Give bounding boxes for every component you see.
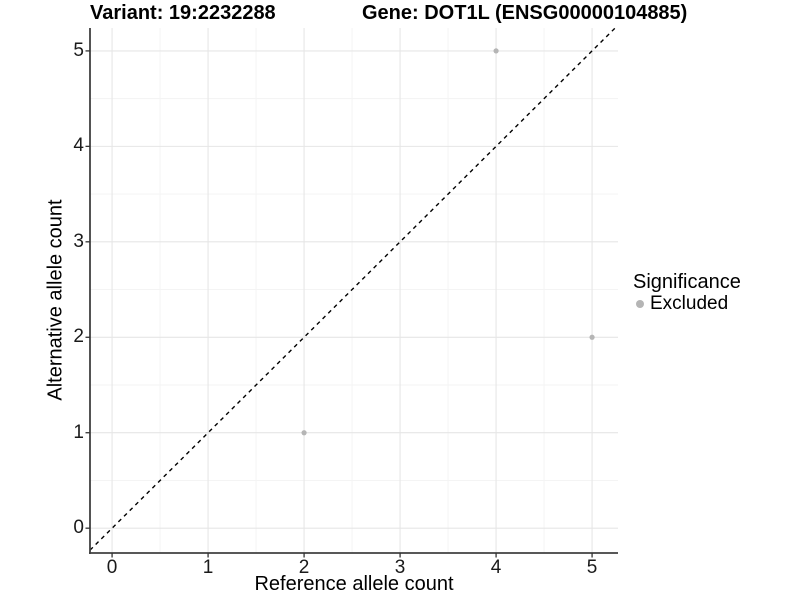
x-axis-title: Reference allele count — [254, 573, 454, 595]
identity-line — [89, 27, 616, 551]
data-point — [493, 48, 499, 54]
y-tick-label: 2 — [73, 326, 84, 348]
legend-title: Significance — [633, 271, 741, 293]
gene-title: Gene: DOT1L (ENSG00000104885) — [362, 2, 688, 24]
y-tick-label: 1 — [73, 421, 84, 443]
legend-item-label: Excluded — [650, 293, 729, 314]
legend-key-dot-icon — [636, 300, 644, 308]
x-tick-label: 2 — [298, 557, 310, 578]
data-point — [301, 430, 307, 436]
x-tick-label: 4 — [490, 557, 502, 578]
x-tick-label: 1 — [202, 557, 214, 578]
y-tick-label: 0 — [73, 517, 84, 539]
y-tick-label: 4 — [73, 135, 84, 157]
x-tick-label: 3 — [394, 557, 406, 578]
variant-title: Variant: 19:2232288 — [90, 2, 276, 24]
y-axis-title: Alternative allele count — [44, 199, 67, 401]
x-tick-label: 0 — [106, 557, 118, 578]
x-tick-label: 5 — [586, 557, 598, 578]
legend-item: Excluded — [636, 293, 728, 315]
y-tick-label: 5 — [73, 39, 84, 61]
y-tick-label: 3 — [73, 230, 84, 252]
data-point — [589, 334, 595, 340]
